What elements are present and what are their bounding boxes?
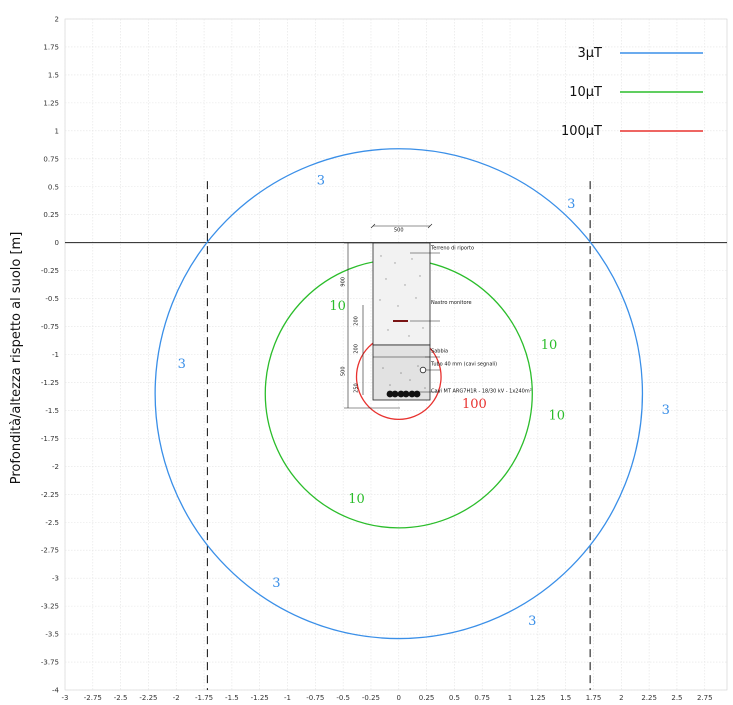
x-tick-label: -1.25 [251, 694, 269, 702]
y-tick-label: -3.75 [41, 659, 59, 667]
trench-backfill [372, 242, 431, 346]
contour-label: 10 [548, 408, 565, 423]
contour-labels: 3 3 3 3 3 3 10 10 10 10 100 [178, 174, 670, 630]
y-tick-label: -1.75 [41, 435, 59, 443]
x-tick-label: 2.25 [641, 694, 657, 702]
contour-label: 3 [272, 576, 280, 591]
contour-label: 3 [567, 197, 575, 212]
y-tick-label: 1.25 [43, 99, 59, 107]
y-tick-label: 0.75 [43, 155, 59, 163]
dim-top-tick-l [370, 223, 376, 229]
series-line-3µT [154, 148, 644, 640]
x-tick-label: 1 [508, 694, 512, 702]
x-tick-label: 1.25 [530, 694, 546, 702]
x-tick-label: -2.25 [139, 694, 157, 702]
y-tick-label: -4 [52, 687, 60, 695]
x-tick-label: -1.75 [195, 694, 213, 702]
x-tick-label: -0.5 [336, 694, 350, 702]
contour-label: 3 [317, 174, 325, 189]
x-tick-label: -1.5 [225, 694, 239, 702]
legend: 3µT 10µT 100µT [561, 46, 703, 139]
x-tick-label: -2.5 [114, 694, 128, 702]
x-tick-label: 2.75 [697, 694, 713, 702]
x-tick-label: 0 [397, 694, 401, 702]
trench-annotation: Cavi MT ARG7H1R - 18/30 kV - 1x240m² [431, 389, 532, 395]
y-tick-label: -2.5 [45, 519, 59, 527]
y-tick-label: -3 [52, 575, 59, 583]
trench-annotation: Nastro monitore [431, 300, 472, 306]
y-tick-label: -3.25 [41, 603, 59, 611]
grid [64, 18, 728, 691]
x-tick-label: -0.25 [362, 694, 380, 702]
y-tick-label: 1.75 [43, 43, 59, 51]
cable-bundle [386, 390, 421, 398]
legend-label: 100µT [561, 124, 602, 139]
trench-annotation: 500 [340, 367, 346, 377]
contour-label: 3 [528, 614, 536, 629]
tick-labels: -3 -2.75 -2.5 -2.25 -2 -1.75 -1.5 -1.25 -1 -0.75 -… [41, 16, 713, 703]
contour-label: 10 [348, 492, 365, 507]
trench-annotation: 250 [354, 383, 360, 393]
y-tick-label: -2.25 [41, 491, 59, 499]
contour-label: 10 [541, 338, 558, 353]
x-tick-label: -3 [62, 694, 69, 702]
y-tick-label: -1.5 [45, 407, 59, 415]
x-tick-label: 0.75 [474, 694, 490, 702]
y-tick-label: -0.75 [41, 323, 59, 331]
trench-annotation: Sabbia [431, 348, 448, 354]
y-tick-label: 0.5 [48, 183, 59, 191]
trench-annotation: 200 [354, 344, 360, 354]
y-axis-label: Profondità/altezza rispetto al suolo [m] [9, 232, 24, 485]
x-tick-label: -2 [173, 694, 180, 702]
signal-tube [419, 366, 427, 374]
trench-texture [379, 255, 426, 389]
x-tick-label: -2.75 [84, 694, 102, 702]
y-tick-label: -2 [52, 463, 59, 471]
y-tick-label: -0.5 [45, 295, 59, 303]
x-tick-label: 0.25 [419, 694, 435, 702]
y-tick-label: 2 [55, 16, 59, 24]
y-tick-label: 0 [55, 239, 59, 247]
y-tick-label: -2.75 [41, 547, 59, 555]
contour-label: 10 [329, 299, 346, 314]
y-tick-label: -1.25 [41, 379, 59, 387]
y-tick-label: -0.25 [41, 267, 59, 275]
trench-annotation: 200 [354, 316, 360, 326]
x-tick-label: 1.75 [586, 694, 602, 702]
trench-annotation: Terreno di riporto [430, 245, 474, 251]
contour-label: 3 [662, 403, 670, 418]
y-tick-label: 1.5 [48, 71, 59, 79]
trench-annotation: 500 [394, 227, 404, 233]
x-tick-label: -0.75 [306, 694, 324, 702]
legend-label: 3µT [578, 46, 603, 61]
trench-cross-section [344, 223, 440, 409]
x-tick-label: -1 [284, 694, 291, 702]
y-tick-label: 0.25 [43, 211, 59, 219]
x-tick-label: 2.5 [671, 694, 682, 702]
trench-annotation: 900 [340, 277, 346, 287]
y-tick-label: -1 [52, 351, 59, 359]
trench-annotation: Tubo 40 mm (cavi segnali) [430, 362, 497, 368]
trench-annotations: 500 Terreno di riporto Nastro monitore Sabb… [340, 227, 531, 394]
dim-top-tick-r [427, 223, 433, 229]
contour-label: 100 [462, 397, 487, 412]
x-tick-label: 2 [619, 694, 623, 702]
x-tick-label: 1.5 [560, 694, 571, 702]
y-tick-label: 1 [55, 127, 59, 135]
contour-label: 3 [178, 357, 186, 372]
legend-label: 10µT [569, 85, 602, 100]
y-tick-label: -3.5 [45, 631, 59, 639]
x-tick-label: 0.5 [449, 694, 460, 702]
